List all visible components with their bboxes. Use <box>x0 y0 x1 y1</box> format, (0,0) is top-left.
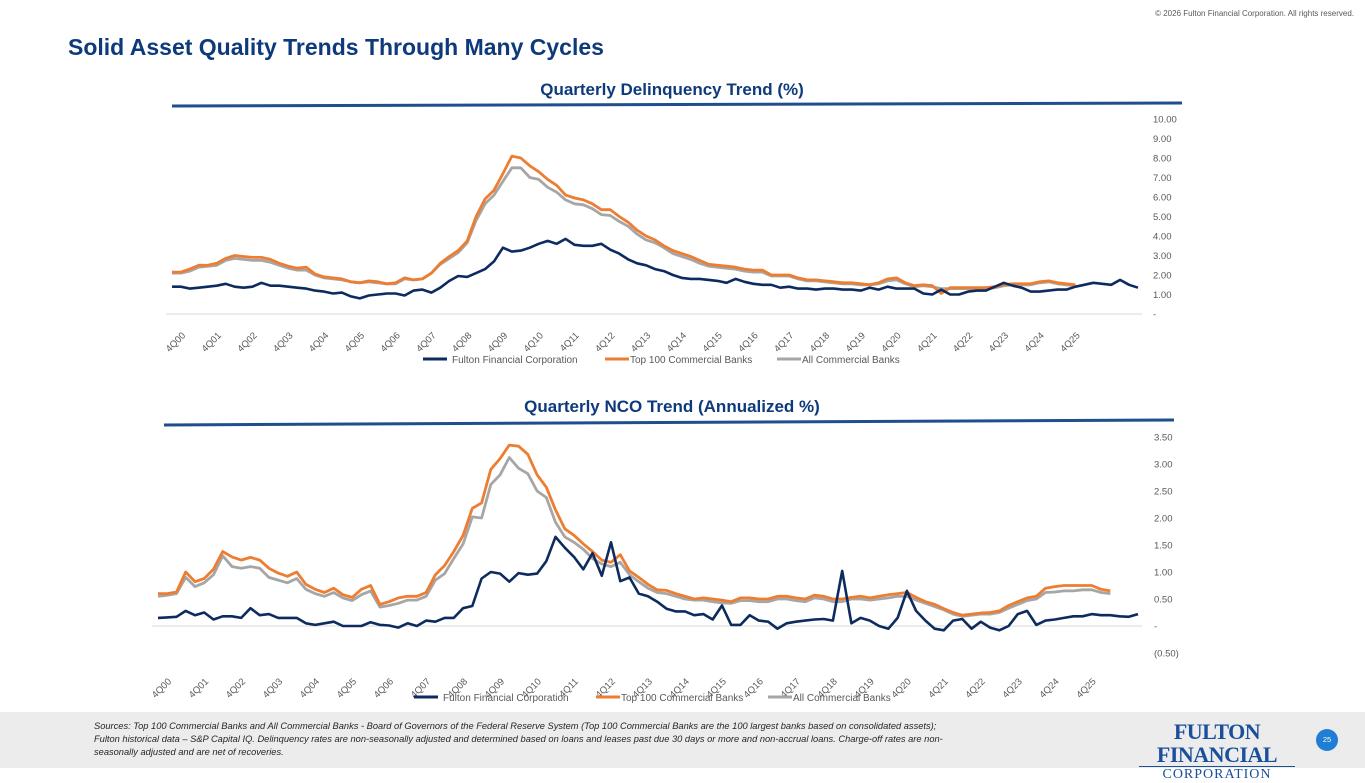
nco-x-tick-label: 4Q02 <box>224 676 248 700</box>
delinquency-chart: - 1.00 2.00 3.00 4.00 5.00 6.00 7.00 8.00 9.00 10.… <box>164 101 1183 366</box>
fulton-logo: FULTON FINANCIAL CORPORATION <box>1133 720 1301 783</box>
footer: Sources: Top 100 Commercial Banks and Al… <box>0 712 1365 782</box>
delinq-y-tick-label: 7.00 <box>1153 173 1172 184</box>
delinq-x-tick-label: 4Q03 <box>271 330 295 354</box>
delinq-x-tick-label: 4Q23 <box>987 330 1011 354</box>
delinq-series-top100-line <box>172 154 1076 295</box>
nco-x-tick-label: 4Q22 <box>963 676 987 700</box>
delinq-x-tick-label: 4Q24 <box>1023 330 1047 354</box>
nco-x-tick-label: 4Q06 <box>372 676 396 700</box>
delinquency-chart-title: Quarterly Delinquency Trend (%) <box>540 80 804 99</box>
nco-x-tick-label: 4Q16 <box>742 676 766 700</box>
delinq-x-tick-label: 4Q02 <box>235 330 259 354</box>
delinq-y-tick-label: 9.00 <box>1153 134 1172 145</box>
nco-x-tick-label: 4Q03 <box>261 676 285 700</box>
delinq-y-tick-label: 10.00 <box>1153 115 1177 126</box>
delinq-x-tick-label: 4Q18 <box>808 330 832 354</box>
delinq-legend-label: All Commercial Banks <box>802 355 900 366</box>
logo-divider <box>1139 766 1295 767</box>
delinq-series-fulton-line <box>172 237 1139 300</box>
delinq-x-tick-label: 4Q21 <box>915 330 939 354</box>
nco-y-tick-label: 3.50 <box>1154 433 1173 444</box>
delinq-y-tick-label: 3.00 <box>1153 251 1172 262</box>
delinq-x-tick-label: 4Q12 <box>593 330 617 354</box>
nco-x-tick-label: 4Q04 <box>298 676 322 700</box>
delinq-x-tick-label: 4Q00 <box>164 330 188 354</box>
delinq-x-tick-label: 4Q10 <box>522 330 546 354</box>
sources-line: Sources: Top 100 Commercial Banks and Al… <box>94 721 937 731</box>
delinq-legend-label: Fulton Financial Corporation <box>452 355 578 366</box>
nco-y-tick-label: 3.00 <box>1154 460 1173 471</box>
delinq-x-tick-label: 4Q13 <box>629 330 653 354</box>
nco-y-tick-label: 2.50 <box>1154 487 1173 498</box>
delinq-legend-label: Top 100 Commercial Banks <box>630 355 752 366</box>
logo-name: FULTON FINANCIAL <box>1156 719 1278 767</box>
delinq-x-tick-label: 4Q06 <box>379 330 403 354</box>
nco-legend-label: All Commercial Banks <box>793 693 891 704</box>
logo-subtitle: CORPORATION <box>1162 767 1272 782</box>
delinq-x-tick-label: 4Q08 <box>450 330 474 354</box>
delinq-x-tick-label: 4Q16 <box>736 330 760 354</box>
nco-x-tick-label: 4Q05 <box>335 676 359 700</box>
delinq-series-all-banks-line <box>172 166 1076 291</box>
delinq-y-tick-label: 2.00 <box>1153 271 1172 282</box>
delinq-y-tick-label: 1.00 <box>1153 290 1172 301</box>
delinq-y-tick-label: 6.00 <box>1153 193 1172 204</box>
delinq-x-tick-label: 4Q17 <box>772 330 796 354</box>
delinq-x-tick-label: 4Q25 <box>1058 330 1082 354</box>
delinq-x-tick-label: 4Q05 <box>343 330 367 354</box>
nco-x-tick-label: 4Q23 <box>1000 676 1024 700</box>
delinq-y-tick-label: 4.00 <box>1153 232 1172 243</box>
delinq-y-tick-label: 8.00 <box>1153 154 1172 165</box>
nco-y-tick-label: 1.50 <box>1154 541 1173 552</box>
nco-x-tick-label: 4Q01 <box>187 676 211 700</box>
delinq-x-tick-label: 4Q19 <box>844 330 868 354</box>
nco-series-fulton-line <box>157 535 1139 632</box>
sources-note: Sources: Top 100 Commercial Banks and Al… <box>94 720 1054 759</box>
delinq-x-tick-label: 4Q11 <box>558 330 582 354</box>
delinq-x-tick-label: 4Q15 <box>701 330 725 354</box>
delinq-y-tick-label: - <box>1153 310 1156 321</box>
sources-line: seasonally adjusted and are net of recov… <box>94 747 284 757</box>
nco-y-tick-label: - <box>1154 622 1157 633</box>
sources-line: Fulton historical data – S&P Capital IQ.… <box>94 734 943 744</box>
nco-series-top100-line <box>158 443 1111 617</box>
nco-title-rule <box>163 418 1175 427</box>
nco-chart-title: Quarterly NCO Trend (Annualized %) <box>524 397 820 416</box>
nco-y-tick-label: 2.00 <box>1154 514 1173 525</box>
nco-x-tick-label: 4Q20 <box>890 676 914 700</box>
delinq-x-tick-label: 4Q14 <box>665 330 689 354</box>
copyright-notice: © 2026 Fulton Financial Corporation. All… <box>1155 9 1354 18</box>
nco-legend-label: Fulton Financial Corporation <box>443 693 569 704</box>
nco-y-tick-label: (0.50) <box>1154 649 1179 660</box>
delinq-x-tick-label: 4Q07 <box>414 330 438 354</box>
nco-series-all-banks-line <box>157 456 1111 618</box>
delinq-x-tick-label: 4Q01 <box>200 330 224 354</box>
nco-y-tick-label: 0.50 <box>1154 595 1173 606</box>
nco-x-tick-label: 4Q00 <box>150 676 174 700</box>
page-number-badge: 25 <box>1316 729 1338 751</box>
nco-x-tick-label: 4Q25 <box>1074 676 1098 700</box>
delinq-y-tick-label: 5.00 <box>1153 212 1172 223</box>
delinq-title-rule <box>171 101 1183 108</box>
nco-legend-label: Top 100 Commercial Banks <box>621 693 743 704</box>
nco-y-tick-label: 1.00 <box>1154 568 1173 579</box>
nco-chart: (0.50) - 0.50 1.00 1.50 2.00 2.50 3.00 3.50 4Q00 4… <box>150 418 1179 704</box>
delinq-x-tick-label: 4Q20 <box>879 330 903 354</box>
page-title: Solid Asset Quality Trends Through Many … <box>68 34 604 60</box>
nco-x-tick-label: 4Q21 <box>927 676 951 700</box>
delinq-x-tick-label: 4Q22 <box>951 330 975 354</box>
delinq-x-tick-label: 4Q04 <box>307 330 331 354</box>
delinq-x-tick-label: 4Q09 <box>486 330 510 354</box>
nco-x-tick-label: 4Q24 <box>1037 676 1061 700</box>
